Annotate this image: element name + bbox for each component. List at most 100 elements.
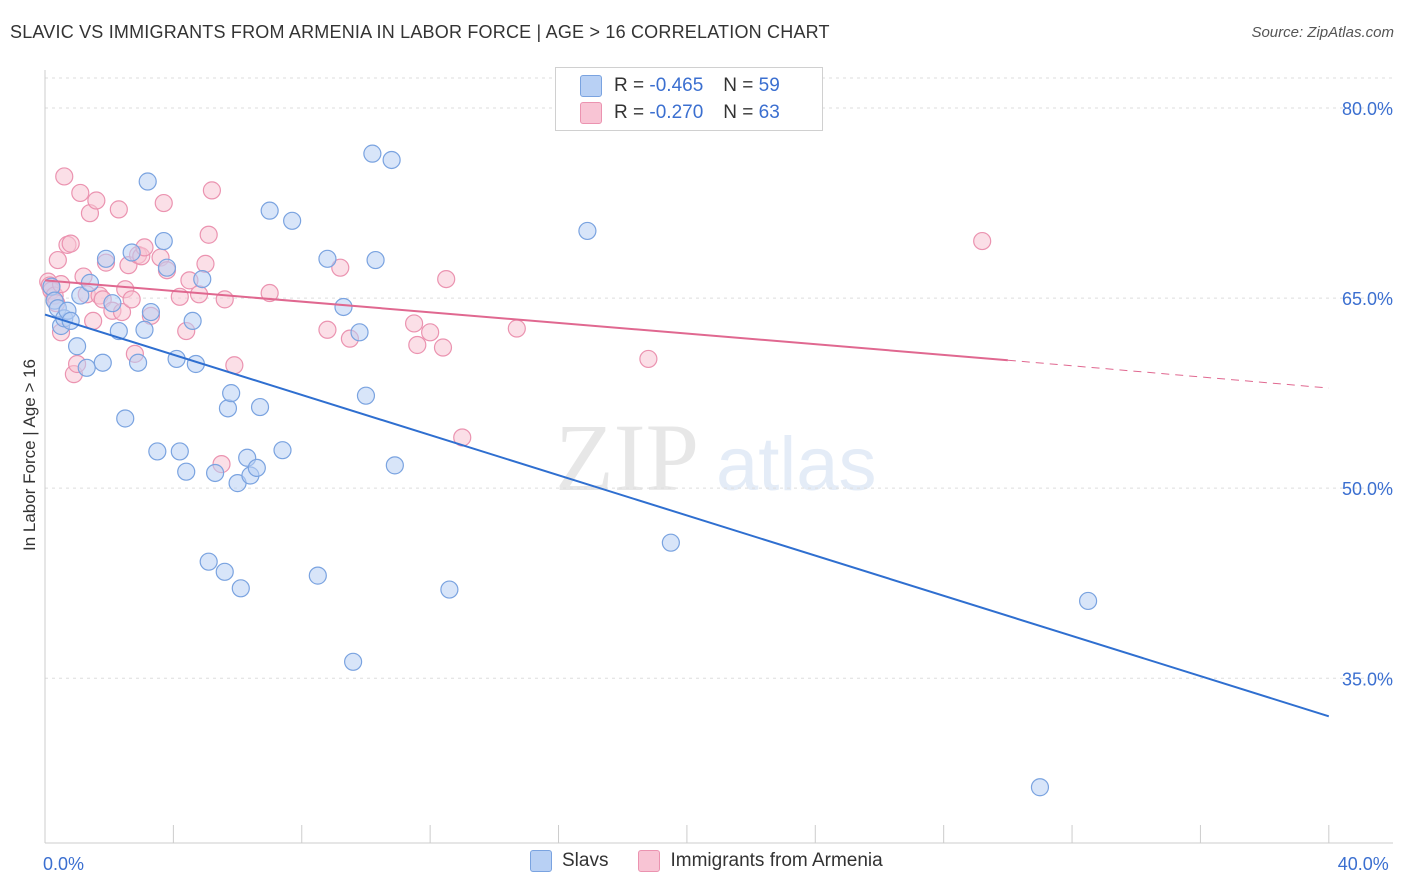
slavs-point [250,397,270,417]
slavs-point [247,458,266,478]
armenia-n-value: 63 [758,102,780,123]
x-tick-label: 40.0% [1338,854,1389,874]
slavs-point [218,399,238,418]
slavs-point [366,250,385,270]
slavs-point [122,243,141,262]
y-tick-label: 80.0% [1342,99,1393,119]
stats-row-slavs: R = -0.465 N = 59 [580,75,780,97]
slavs-point [77,358,96,377]
slavs-trend-line [44,313,1330,718]
armenia-point [122,290,141,309]
slavs-point [356,386,376,405]
slavs-point [382,150,401,170]
armenia-point [154,193,173,213]
armenia-point [404,314,424,333]
slavs-point [116,409,135,428]
x-tick-label: 0.0% [43,854,84,874]
armenia-point [639,349,658,369]
slavs-point [148,442,167,461]
y-axis-label: In Labor Force | Age > 16 [20,359,39,551]
armenia-r-value: -0.270 [649,102,704,123]
y-tick-label: 50.0% [1342,479,1393,499]
slavs-r-label: R = [614,75,645,96]
slavs-point [103,294,122,313]
armenia-point [421,323,440,342]
slavs-point [135,320,154,339]
chart-source: Source: ZipAtlas.com [1251,24,1394,41]
slavs-point [215,562,234,581]
armenia-point [48,250,67,270]
armenia-point [437,269,456,289]
slavs-point [363,144,382,163]
slavs-point [67,337,87,356]
slavs-point [170,442,189,461]
armenia-point [331,258,350,277]
armenia-point [61,234,80,253]
data-points [39,144,1098,797]
slavs-point [578,221,597,241]
armenia-point [196,254,215,273]
slavs-n-value: 59 [758,75,780,96]
armenia-r-label: R = [614,102,645,123]
legend-slavs-swatch [530,850,552,872]
slavs-point [344,652,363,671]
armenia-point [215,290,234,309]
slavs-point [350,323,369,342]
stats-row-armenia: R = -0.270 N = 63 [580,102,780,124]
armenia-point [55,167,74,186]
watermark-atlas: atlas [716,422,877,507]
bottom-legend: Slavs Immigrants from Armenia [530,850,913,872]
slavs-point [206,463,225,483]
slavs-point [128,353,148,372]
slavs-point [222,384,241,403]
slavs-point [283,211,302,230]
slavs-swatch [580,75,602,97]
slavs-point [193,269,212,289]
slavs-point [1078,591,1098,611]
legend-armenia-label: Immigrants from Armenia [670,850,883,871]
slavs-point [199,552,218,571]
armenia-n-label: N = [723,102,754,123]
slavs-point [318,249,337,268]
watermark-zip: ZIP [555,404,699,511]
armenia-point [71,183,90,203]
armenia-point [433,338,453,357]
armenia-point [408,335,427,355]
slavs-point [385,456,404,475]
slavs-point [96,249,116,268]
armenia-point [260,283,279,303]
legend-slavs-label: Slavs [562,850,609,871]
trend-lines [44,279,1330,718]
slavs-point [177,462,196,481]
armenia-point [318,320,337,339]
stats-legend-box: R = -0.465 N = 59 R = -0.270 N = 63 [555,67,823,131]
legend-armenia-swatch [638,850,661,872]
slavs-point [273,441,292,460]
slavs-n-label: N = [723,75,754,96]
slavs-point [71,286,90,305]
armenia-point [973,231,992,251]
armenia-point [507,319,526,338]
slavs-point [661,533,680,552]
slavs-r-value: -0.465 [649,75,704,96]
axes [44,70,1393,844]
slavs-point [138,172,157,191]
armenia-trend-line [44,279,1008,362]
armenia-point [202,181,221,200]
slavs-point [231,579,250,598]
slavs-point [93,353,112,372]
legend-item-armenia[interactable]: Immigrants from Armenia [638,850,883,872]
y-tick-label: 35.0% [1342,669,1393,689]
legend-item-slavs[interactable]: Slavs [530,850,608,872]
slavs-point [154,231,173,251]
armenia-point [109,200,128,219]
armenia-swatch [580,102,602,124]
chart-title: SLAVIC VS IMMIGRANTS FROM ARMENIA IN LAB… [10,22,830,42]
slavs-point [1030,778,1050,797]
slavs-point [334,297,353,317]
armenia-point [199,225,218,244]
slavs-point [440,580,459,599]
y-tick-label: 65.0% [1342,289,1393,309]
slavs-point [157,258,177,277]
tick-labels: 80.0% 65.0% 50.0% 35.0% 0.0% 40.0% [43,99,1393,874]
